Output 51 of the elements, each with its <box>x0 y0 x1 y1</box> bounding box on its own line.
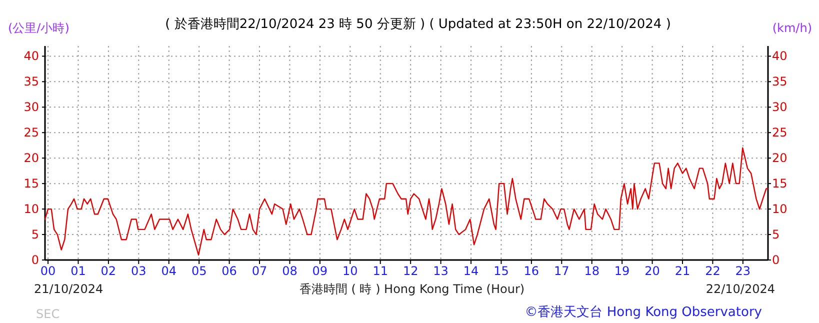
y2-tick-label: 35 <box>772 74 788 89</box>
text: ©香港天文台 Hong Kong Observatory <box>524 305 762 320</box>
x-tick-label: 09 <box>312 264 328 278</box>
x-tick-label: 05 <box>191 264 207 278</box>
y-tick-label: 35 <box>24 74 39 89</box>
y-tick-label: 15 <box>24 176 39 191</box>
x-tick-label: 16 <box>524 264 540 278</box>
y-tick-label: 20 <box>24 151 39 166</box>
x-tick-label: 13 <box>433 264 448 278</box>
y2-tick-label: 10 <box>772 202 788 216</box>
x-tick-label: 19 <box>614 264 630 278</box>
y-tick-label: 30 <box>24 100 39 114</box>
y2-tick-label: 15 <box>772 176 788 191</box>
y2-tick-label: 25 <box>772 126 788 140</box>
x-tick-label: 22 <box>705 264 720 278</box>
text: 22/10/2024 <box>706 282 775 296</box>
text: 21/10/2024 <box>34 282 104 296</box>
x-tick-label: 11 <box>372 264 388 278</box>
y-tick-label: 10 <box>24 202 39 216</box>
x-tick-label: 21 <box>674 264 690 278</box>
x-tick-label: 01 <box>70 264 86 278</box>
y2-axis-title: (km/h) <box>772 21 812 35</box>
y2-tick-label: 20 <box>772 151 788 166</box>
chart-title: ( 於香港時間22/10/2024 23 時 50 分更新 ) ( Updated at 23:50H on 22/10/2024 ) <box>165 17 671 32</box>
y-tick-label: 0 <box>31 253 39 267</box>
x-tick-label: 17 <box>554 264 570 278</box>
line-series <box>44 147 768 256</box>
y2-tick-label: 40 <box>772 49 788 64</box>
y-axis-title: (公里/小時) <box>8 21 70 35</box>
x-tick-label: 02 <box>100 264 116 278</box>
x-tick-label: 15 <box>494 264 509 278</box>
x-tick-label: 04 <box>161 264 177 278</box>
x-tick-label: 00 <box>40 264 56 278</box>
y-tick-label: 40 <box>24 49 39 64</box>
x-tick-label: 20 <box>644 264 660 278</box>
x-tick-label: 08 <box>282 264 298 278</box>
x-tick-label: 14 <box>463 264 479 278</box>
y2-tick-label: 30 <box>772 100 788 114</box>
text: SEC <box>36 307 60 321</box>
y2-tick-label: 5 <box>772 228 780 242</box>
x-tick-label: 10 <box>342 264 358 278</box>
x-tick-label: 07 <box>252 264 268 278</box>
y-tick-label: 25 <box>24 126 39 140</box>
x-tick-label: 18 <box>584 264 600 278</box>
y-tick-label: 5 <box>31 228 39 242</box>
x-tick-label: 23 <box>735 264 751 278</box>
y2-tick-label: 0 <box>772 253 780 267</box>
x-tick-label: 12 <box>402 264 418 278</box>
x-axis-title: 香港時間 ( 時 ) Hong Kong Time (Hour) <box>299 282 525 296</box>
x-tick-label: 06 <box>222 264 237 278</box>
x-tick-label: 03 <box>131 264 146 278</box>
